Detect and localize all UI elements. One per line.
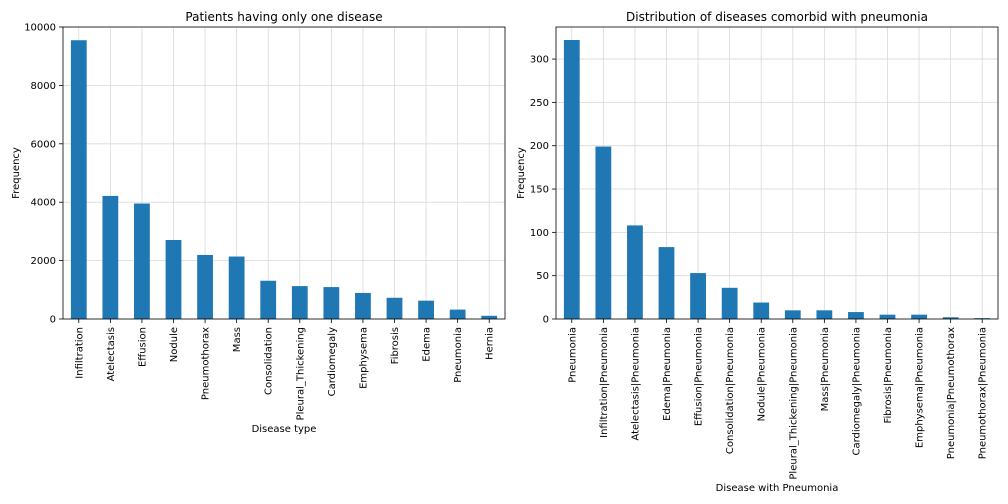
- bar: [449, 309, 466, 319]
- bar: [784, 310, 801, 319]
- y-tick-label: 50: [536, 271, 549, 282]
- x-tick-label: Emphysema|Pneumonia: [915, 327, 926, 448]
- x-tick-label: Infiltration|Pneumonia: [599, 327, 610, 438]
- bar: [386, 297, 403, 319]
- bar: [228, 256, 245, 319]
- x-tick-label: Edema|Pneumonia: [662, 327, 673, 421]
- x-tick-label: Atelectasis|Pneumonia: [630, 327, 641, 441]
- chart-title: Patients having only one disease: [185, 10, 382, 24]
- x-tick-label: Pneumonia: [453, 327, 464, 383]
- x-tick-label: Pleural_Thickening|Pneumonia: [788, 327, 799, 480]
- x-tick-label: Cardiomegaly: [327, 327, 338, 396]
- bar: [291, 286, 308, 319]
- x-tick-label: Emphysema: [358, 327, 369, 389]
- x-tick-label: Pneumonia: [567, 327, 578, 383]
- bar: [134, 203, 150, 319]
- bar: [690, 273, 706, 319]
- x-tick-label: Effusion: [137, 327, 148, 367]
- x-tick-label: Pneumothorax|Pneumonia: [978, 327, 989, 459]
- y-axis-label: Frequency: [11, 147, 22, 199]
- y-tick-label: 8000: [31, 81, 56, 92]
- bar: [418, 300, 434, 319]
- bar: [595, 146, 612, 319]
- bar: [974, 318, 991, 319]
- bar: [323, 287, 340, 319]
- bar: [911, 314, 927, 319]
- bar: [816, 310, 833, 319]
- axes-frame: [62, 26, 506, 320]
- x-axis-label: Disease with Pneumonia: [716, 483, 839, 494]
- x-tick-label: Fibrosis: [390, 327, 401, 364]
- y-tick-label: 10000: [24, 23, 56, 34]
- axes-frame: [555, 26, 999, 320]
- y-tick-label: 4000: [31, 198, 56, 209]
- y-tick-label: 0: [50, 315, 56, 326]
- x-tick-label: Atelectasis: [106, 327, 117, 381]
- bar: [165, 240, 182, 319]
- y-tick-label: 300: [530, 55, 549, 66]
- bar: [753, 302, 770, 319]
- x-tick-label: Infiltration: [74, 327, 85, 379]
- y-axis-label: Frequency: [516, 147, 527, 199]
- x-tick-label: Mass: [232, 327, 243, 352]
- bar: [848, 312, 864, 319]
- x-tick-label: Effusion|Pneumonia: [694, 327, 705, 426]
- bar: [197, 254, 213, 319]
- bar: [942, 317, 959, 319]
- bar: [70, 40, 87, 319]
- bar: [627, 225, 643, 319]
- y-tick-label: 2000: [31, 256, 56, 267]
- x-tick-label: Mass|Pneumonia: [820, 327, 831, 411]
- x-tick-label: Pleural_Thickening: [295, 327, 306, 420]
- x-tick-label: Hernia: [485, 327, 496, 360]
- bar: [481, 315, 498, 319]
- x-tick-label: Consolidation: [264, 327, 275, 395]
- x-tick-label: Pneumothorax: [201, 327, 212, 400]
- x-tick-label: Nodule: [169, 327, 180, 362]
- x-tick-label: Pneumonia|Pneumothorax: [946, 327, 957, 459]
- bar: [658, 247, 675, 319]
- chart-title: Distribution of diseases comorbid with p…: [626, 10, 928, 24]
- x-tick-label: Cardiomegaly|Pneumonia: [851, 327, 862, 456]
- y-tick-label: 6000: [31, 139, 56, 150]
- y-tick-label: 150: [530, 185, 549, 196]
- x-tick-label: Fibrosis|Pneumonia: [883, 327, 894, 424]
- bar: [260, 280, 277, 319]
- x-axis-label: Disease type: [252, 424, 317, 435]
- x-tick-label: Edema: [422, 327, 433, 362]
- y-tick-label: 250: [530, 98, 549, 109]
- y-tick-label: 0: [543, 315, 549, 326]
- chart-single-disease: Patients having only one disease Disease…: [11, 10, 506, 435]
- bar: [563, 39, 580, 319]
- chart-pneumonia-comorbid: Distribution of diseases comorbid with p…: [516, 10, 999, 494]
- x-tick-label: Nodule|Pneumonia: [757, 327, 768, 421]
- bar: [355, 292, 371, 319]
- bar: [879, 314, 896, 319]
- bar: [721, 287, 738, 319]
- y-tick-label: 100: [530, 228, 549, 239]
- y-tick-label: 200: [530, 141, 549, 152]
- bar: [102, 195, 119, 319]
- x-tick-label: Consolidation|Pneumonia: [725, 327, 736, 454]
